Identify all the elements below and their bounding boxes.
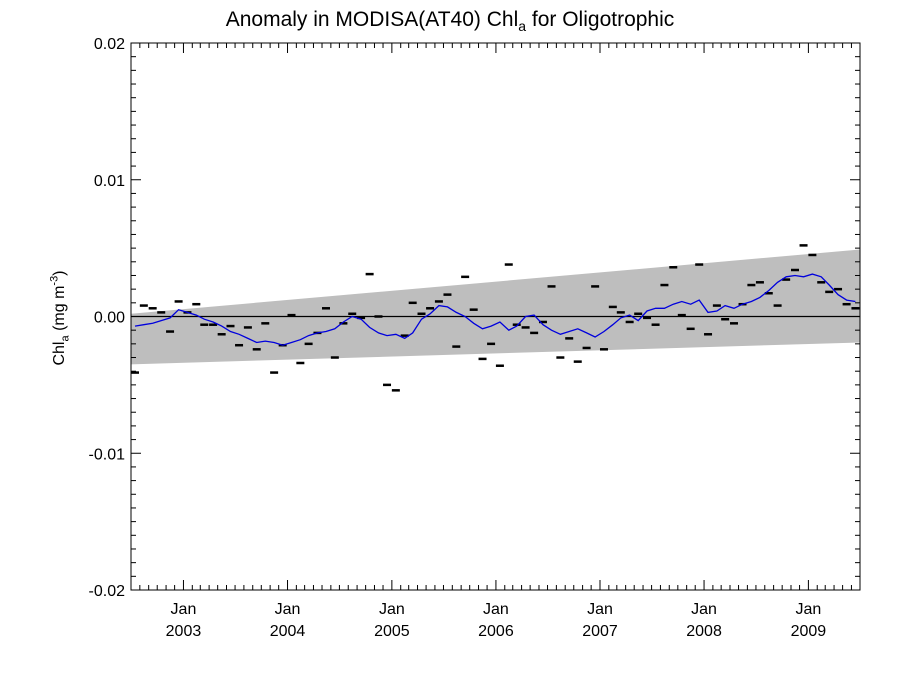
x-tick-year-label: 2008: [686, 623, 722, 640]
smoothed-trend-line: [134, 273, 856, 346]
chart-title-subscript: a: [518, 18, 527, 35]
x-tick-month-label: Jan: [275, 601, 301, 618]
x-tick-year-label: 2009: [791, 623, 827, 640]
x-tick-month-label: Jan: [483, 601, 509, 618]
y-tick-label: -0.02: [89, 583, 126, 600]
chart-title-main: Anomaly in MODISA(AT40) Chl: [225, 8, 519, 31]
x-tick-year-label: 2004: [270, 623, 306, 640]
x-tick-month-label: Jan: [587, 601, 613, 618]
x-tick-year-label: 2003: [166, 623, 202, 640]
x-tick-year-label: 2007: [582, 623, 618, 640]
chart-title: Anomaly in MODISA(AT40) Chla for Oligotr…: [0, 8, 900, 34]
x-tick-year-label: 2005: [374, 623, 410, 640]
y-tick-label: 0.02: [94, 36, 125, 53]
x-tick-month-label: Jan: [795, 601, 821, 618]
y-tick-label: -0.01: [89, 446, 126, 463]
x-tick-year-label: 2006: [478, 623, 514, 640]
chart-title-suffix: for Oligotrophic: [526, 8, 675, 31]
x-tick-month-label: Jan: [379, 601, 405, 618]
x-tick-month-label: Jan: [171, 601, 197, 618]
x-tick-month-label: Jan: [691, 601, 717, 618]
y-tick-label: 0.00: [94, 310, 125, 327]
y-tick-label: 0.01: [94, 173, 125, 190]
confidence-band: [131, 249, 860, 365]
